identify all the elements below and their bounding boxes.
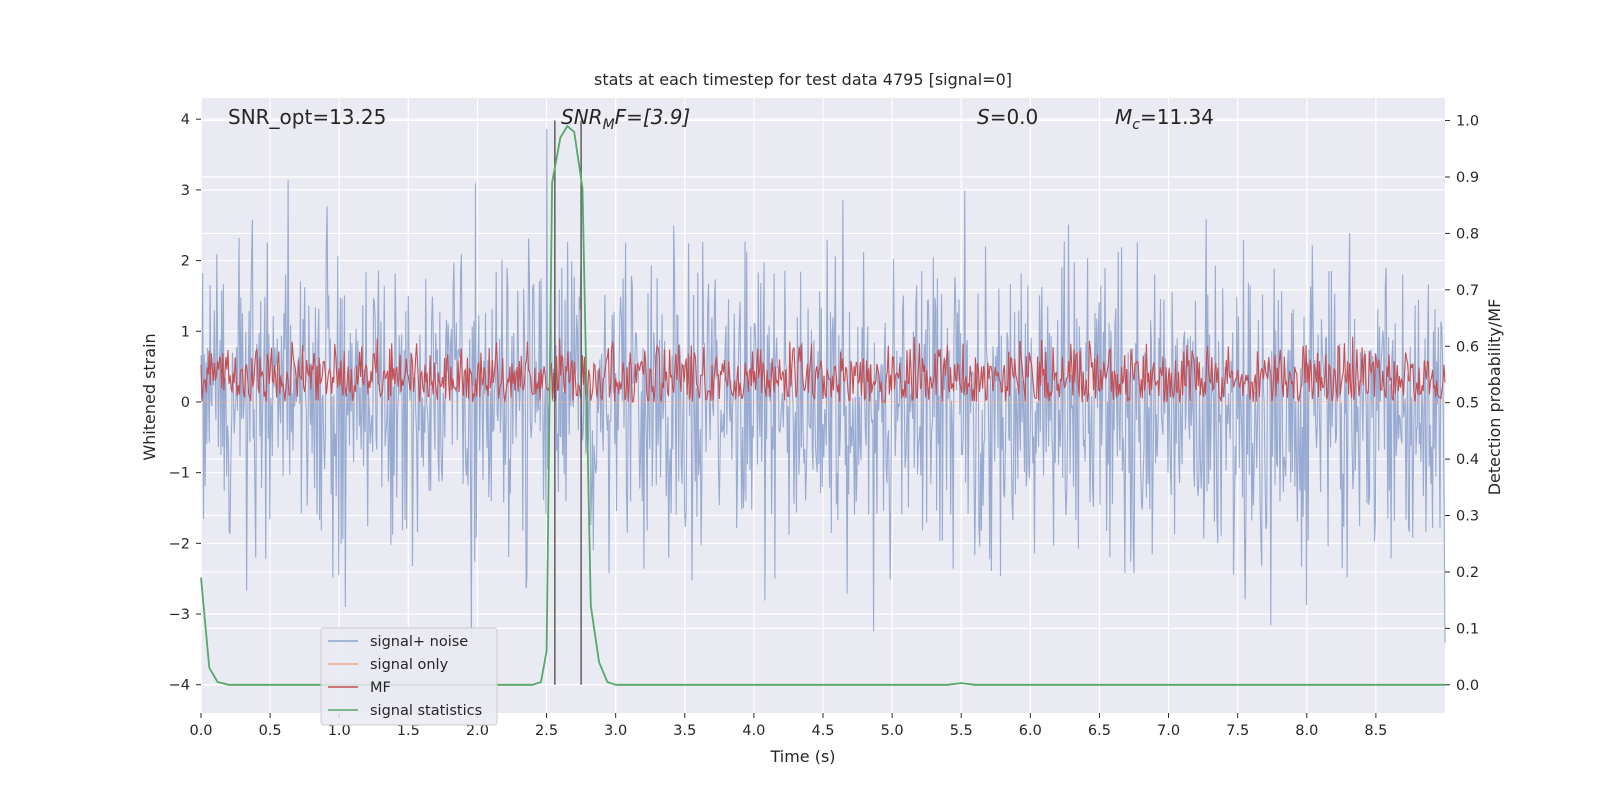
x-tick-label: 5.0 (881, 723, 904, 739)
chart-title: stats at each timestep for test data 479… (594, 70, 1012, 89)
y-left-tick-label: 4 (181, 112, 190, 128)
grid-lines (200, 98, 1445, 713)
x-tick-label: 4.5 (811, 723, 834, 739)
x-tick-label: 6.0 (1019, 723, 1042, 739)
mf-line (200, 336, 1446, 404)
annotation-snr-mf-main: SNR (561, 105, 603, 129)
annotation-mc-value: =11.34 (1140, 105, 1214, 129)
y-axis-label-right: Detection probability/MF (1485, 299, 1504, 496)
x-tick-label: 3.0 (604, 723, 627, 739)
annotation-s: S=0.0 (977, 105, 1038, 129)
y-right-tick-label: 1.0 (1456, 114, 1479, 130)
noise-line (200, 128, 1446, 643)
annotation-s-value: =0.0 (990, 105, 1039, 129)
y-left-tick-label: −1 (169, 466, 190, 482)
x-tick-label: 1.0 (328, 723, 351, 739)
x-tick-label: 2.0 (466, 723, 489, 739)
x-tick-label: 4.0 (742, 723, 765, 739)
x-tick-label: 0.0 (189, 723, 212, 739)
y-left-tick-label: −2 (169, 536, 190, 552)
annotation-snr-opt: SNR_opt=13.25 (228, 105, 386, 129)
series-signal-noise (200, 128, 1446, 643)
legend-label-mf: MF (370, 680, 391, 696)
annotation-snr-mf-sub: M (603, 117, 615, 133)
legend: signal+ noise signal only MF signal stat… (320, 627, 498, 726)
y-right-tick-label: 0.0 (1456, 678, 1479, 694)
series-signal-statistics (200, 124, 1445, 686)
x-tick-label: 7.5 (1226, 723, 1249, 739)
legend-box (320, 627, 498, 726)
y-left-tick-label: 0 (181, 395, 190, 411)
x-tick-label: 8.5 (1364, 723, 1387, 739)
y-right-tick-label: 0.8 (1456, 226, 1479, 242)
annotation-snr-mf-rest: F=[3.9] (615, 105, 691, 129)
y-left-tick-label: 1 (181, 324, 190, 340)
annotation-s-label: S (977, 105, 990, 129)
y-left-tick-label: −3 (169, 607, 190, 623)
legend-label-signal-noise: signal+ noise (370, 634, 468, 650)
y-axis-label-left: Whitened strain (140, 333, 159, 460)
x-tick-label: 5.5 (950, 723, 973, 739)
x-tick-label: 7.0 (1157, 723, 1180, 739)
annotation-mc-main: M (1115, 105, 1132, 129)
x-tick-label: 8.0 (1295, 723, 1318, 739)
x-tick-label: 0.5 (259, 723, 282, 739)
series-mf (200, 336, 1446, 404)
y-right-tick-label: 0.9 (1456, 170, 1479, 186)
y-left-tick-label: −4 (169, 678, 190, 694)
signal-statistics-line (200, 124, 1445, 686)
x-tick-label: 2.5 (535, 723, 558, 739)
y-right-tick-label: 0.1 (1456, 621, 1479, 637)
y-right-tick-label: 0.6 (1456, 339, 1479, 355)
x-axis-label: Time (s) (769, 747, 835, 766)
y-right-tick-label: 0.3 (1456, 509, 1479, 525)
y-left-tick-label: 2 (181, 254, 190, 270)
annotation-snr-mf: SNRMF=[3.9] (561, 105, 690, 133)
y-right-tick-label: 0.5 (1456, 396, 1479, 412)
y-left-tick-label: 3 (181, 183, 190, 199)
x-tick-label: 1.5 (397, 723, 420, 739)
y-right-tick-label: 0.7 (1456, 283, 1479, 299)
y-right-tick-label: 0.4 (1456, 452, 1479, 468)
vertical-markers (554, 120, 582, 685)
legend-label-signal-statistics: signal statistics (370, 703, 482, 719)
x-tick-label: 3.5 (673, 723, 696, 739)
x-tick-label: 6.5 (1088, 723, 1111, 739)
y-right-tick-label: 0.2 (1456, 565, 1479, 581)
annotation-mc: Mc=11.34 (1115, 105, 1214, 133)
axes: 0.0 0.5 1.0 1.5 2.0 2.5 3.0 3.5 4.0 4.5 5.0 5.5 6.0 6… (169, 112, 1479, 739)
legend-label-signal-only: signal only (370, 657, 449, 673)
annotation-mc-sub: c (1132, 117, 1140, 133)
